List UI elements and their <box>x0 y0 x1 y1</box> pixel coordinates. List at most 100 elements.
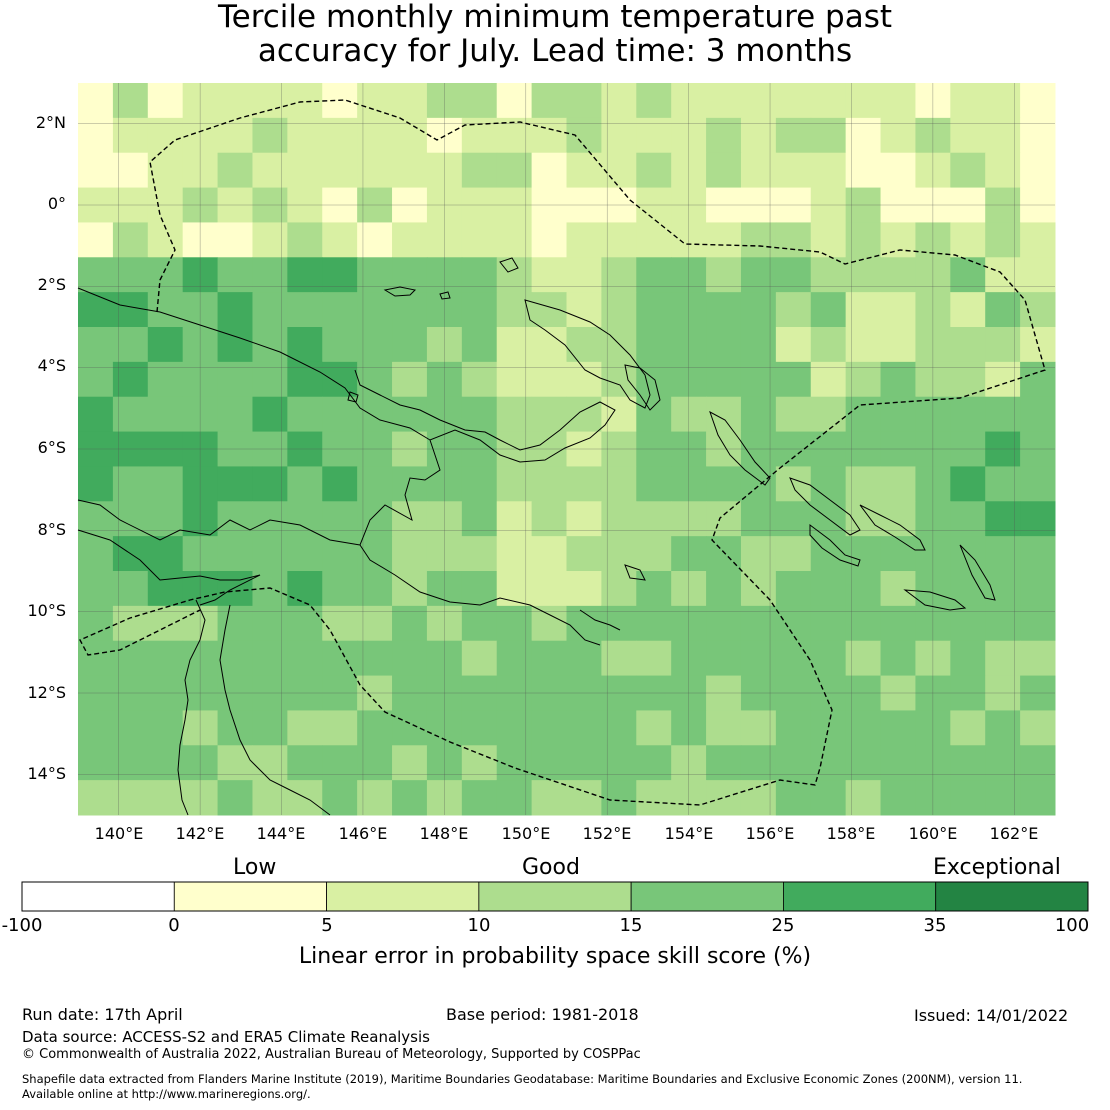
skill-cell <box>775 292 812 328</box>
skill-cell <box>775 501 812 537</box>
y-tick-0: 0° <box>47 194 66 213</box>
skill-cell <box>112 222 149 258</box>
skill-cell <box>531 466 567 502</box>
skill-cell <box>1020 361 1056 398</box>
skill-cell <box>147 152 184 189</box>
skill-cell <box>78 117 114 154</box>
skill-cell <box>950 396 986 433</box>
skill-cell <box>880 605 916 642</box>
skill-cell <box>810 117 847 154</box>
skill-cell <box>252 292 288 328</box>
skill-cell <box>985 501 1021 537</box>
coastline-bougainville <box>709 410 771 486</box>
skill-cell <box>950 605 986 642</box>
colorbar-frame <box>21 881 1089 912</box>
skill-cell <box>461 327 498 363</box>
skill-cell <box>217 536 253 572</box>
skill-cell <box>531 83 567 119</box>
skill-cell <box>845 292 882 328</box>
skill-cell <box>566 640 602 677</box>
skill-cell <box>985 222 1021 258</box>
skill-cell <box>217 396 253 433</box>
skill-cell <box>531 710 567 746</box>
skill-cell <box>566 710 602 746</box>
skill-cell <box>496 396 533 433</box>
skill-cell <box>78 605 114 642</box>
skill-cell <box>845 780 882 816</box>
skill-cell <box>461 292 498 328</box>
skill-cell <box>880 327 916 363</box>
skill-cell <box>845 571 882 607</box>
skill-cell <box>1020 396 1056 433</box>
skill-cell <box>147 536 184 572</box>
skill-cell <box>880 117 916 154</box>
skill-cell <box>775 257 812 293</box>
skill-cell <box>461 780 498 816</box>
coastline-cape-york <box>177 599 331 816</box>
skill-cell <box>78 361 114 398</box>
skill-cell <box>252 83 288 119</box>
y-tick-10s: 10°S <box>27 601 66 620</box>
skill-cell <box>845 117 882 154</box>
skill-cell <box>706 83 742 119</box>
skill-cell <box>566 780 602 816</box>
coastline-island-c <box>347 391 359 403</box>
skill-cell <box>112 710 149 746</box>
skill-cell <box>601 152 637 189</box>
skill-cell <box>601 536 637 572</box>
skill-cell <box>880 361 916 398</box>
skill-cell <box>531 361 567 398</box>
skill-cell <box>252 605 288 642</box>
skill-cell <box>775 640 812 677</box>
skill-cell <box>950 327 986 363</box>
skill-cell <box>810 780 847 816</box>
skill-cell <box>845 536 882 572</box>
skill-cell <box>950 152 986 189</box>
skill-cell <box>322 605 358 642</box>
skill-cell <box>985 292 1021 328</box>
skill-cell <box>252 536 288 572</box>
cb-tick-minus100: -100 <box>1 915 43 936</box>
skill-cell <box>636 536 672 572</box>
skill-cell <box>78 152 114 189</box>
skill-cell <box>392 780 428 816</box>
skill-cell <box>461 152 498 189</box>
skill-cell <box>775 83 812 119</box>
skill-cell <box>566 257 602 293</box>
skill-cell <box>496 152 533 189</box>
skill-cell <box>287 745 323 781</box>
skill-cell <box>950 745 986 781</box>
skill-cell <box>775 361 812 398</box>
cb-tick-35: 35 <box>923 915 947 936</box>
skill-cell <box>845 466 882 502</box>
skill-cell <box>322 710 358 746</box>
skill-cell <box>252 466 288 502</box>
skill-cell <box>531 571 567 607</box>
skill-cell <box>78 466 114 502</box>
skill-cell <box>287 571 323 607</box>
skill-cell <box>147 327 184 363</box>
skill-cell <box>78 501 114 537</box>
skill-cell <box>706 222 742 258</box>
skill-cell <box>636 152 672 189</box>
skill-cell <box>78 640 114 677</box>
skill-cell <box>566 605 602 642</box>
skill-cell <box>845 396 882 433</box>
skill-cell <box>1020 710 1056 746</box>
skill-cell <box>287 117 323 154</box>
skill-cell <box>287 501 323 537</box>
skill-cell <box>566 745 602 781</box>
title-line-1: Tercile monthly minimum temperature past <box>217 0 893 35</box>
skill-cell <box>636 222 672 258</box>
skill-cell <box>601 571 637 607</box>
skill-cell <box>636 292 672 328</box>
skill-cell <box>461 396 498 433</box>
skill-cell <box>845 640 882 677</box>
skill-cell <box>706 710 742 746</box>
skill-cell <box>810 222 847 258</box>
skill-cell <box>845 361 882 398</box>
chart-title: Tercile monthly minimum temperature past… <box>0 0 1110 68</box>
colorbar-bin <box>478 881 632 912</box>
skill-cell <box>147 466 184 502</box>
x-tick-146e: 146°E <box>338 824 388 843</box>
